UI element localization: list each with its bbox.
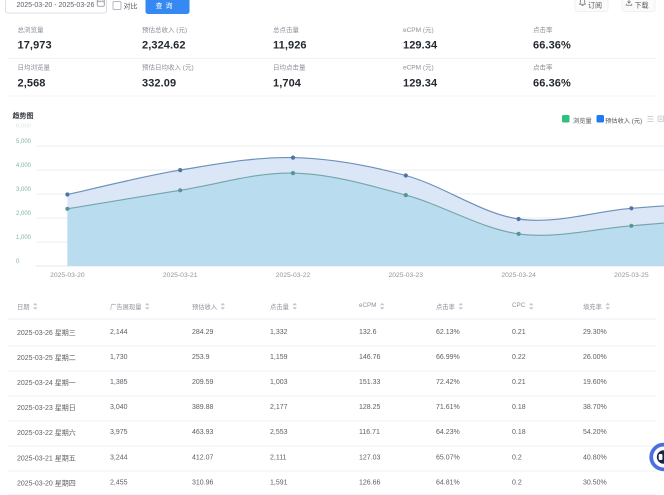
svg-text:2025-03-24: 2025-03-24 xyxy=(501,272,536,279)
svg-text:2025-03-21: 2025-03-21 xyxy=(163,272,198,279)
svg-text:2025-03-20: 2025-03-20 xyxy=(50,272,85,279)
svg-text:6,000: 6,000 xyxy=(16,124,32,130)
svg-text:4,000: 4,000 xyxy=(16,163,32,169)
svg-text:2025-03-22: 2025-03-22 xyxy=(276,272,311,279)
svg-text:0: 0 xyxy=(16,259,20,265)
svg-text:2025-03-25: 2025-03-25 xyxy=(614,272,649,279)
svg-text:5,000: 5,000 xyxy=(16,139,32,145)
svg-text:1,000: 1,000 xyxy=(16,235,32,241)
svg-text:3,000: 3,000 xyxy=(16,187,32,193)
svg-text:2025-03-23: 2025-03-23 xyxy=(389,272,424,279)
svg-text:2,000: 2,000 xyxy=(16,211,32,217)
